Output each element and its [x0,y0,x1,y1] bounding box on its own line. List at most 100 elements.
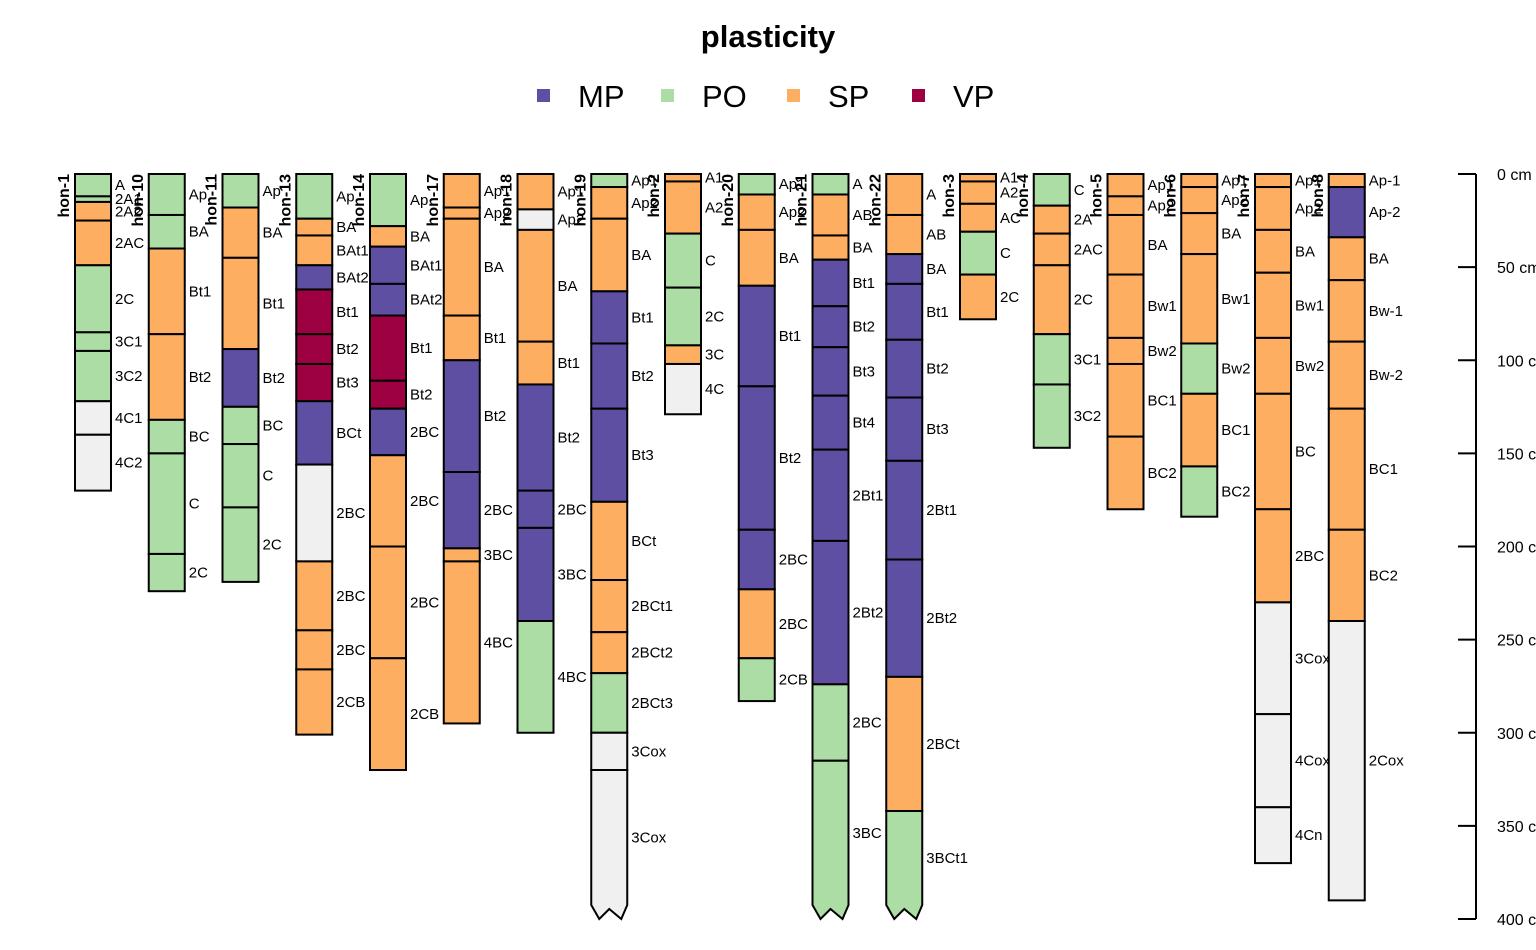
horizon-hon-19-Ap2 [590,186,629,220]
horizon-label: Ap-2 [1369,204,1401,221]
horizon-hon-13-Bt3 [295,362,334,403]
horizon-label: BA [926,261,946,278]
horizon-label: Bw-2 [1369,367,1403,384]
profile-label: hon-1 [56,174,73,218]
horizon-label: 4C1 [115,410,143,427]
horizon-hon-4-2A [1032,204,1071,235]
horizon-hon-17-Bt2 [442,359,481,473]
horizon-hon-18-Bt1 [516,340,555,386]
horizon-hon-10-2C [147,552,186,593]
horizon-hon-8-2Cox [1327,620,1366,902]
horizon-hon-5-BC1 [1106,362,1145,438]
horizon-label: 2AC [115,235,144,252]
horizon-hon-5-Ap1 [1106,173,1145,198]
horizon-hon-10-Ap [147,173,186,216]
horizon-label: Bt3 [853,363,876,380]
horizon-label: 4BC [484,634,513,651]
horizon-label: 3BC [484,547,513,564]
horizon-label: BAt1 [410,257,443,274]
horizon-label: Bt2 [926,361,949,378]
horizon-hon-20-BA [737,228,776,287]
horizon-hon-13-Bt2 [295,333,334,365]
horizon-label: Ap2 [631,195,658,212]
horizon-hon-8-Bw-2 [1327,340,1366,410]
profile-label: hon-19 [572,174,589,227]
horizon-hon-8-Ap-2 [1327,186,1366,239]
horizon-hon-7-4Cox [1254,713,1292,809]
legend: MP PO SP VP [537,79,994,114]
horizon-hon-7-3Cox [1254,601,1292,716]
horizon-hon-14-2BC [369,545,407,660]
horizon-hon-19-2BCt3 [590,672,629,734]
horizon-label: 3C1 [1074,351,1102,368]
horizon-label: 2Cox [1369,753,1405,770]
horizon-label: C [705,253,716,270]
horizon-hon-7-Ap1 [1254,173,1292,189]
horizon-label: 2Bt2 [926,610,957,627]
horizon-hon-7-Ap2 [1254,186,1292,231]
profile-hon-10: Ap BA Bt1 Bt2 BC C 2C hon-10 [130,173,211,593]
profile-label: hon-11 [204,174,221,226]
profile-hon-20: Ap1 Ap2 BA Bt1 Bt2 2BC 2BC 2CB hon-20 [720,173,808,703]
horizon-hon-6-BA [1180,212,1219,256]
horizon-label: BAt1 [336,242,369,259]
horizon-label: Ap2 [779,204,806,221]
profile-hon-2: A1 A2 C 2C 3C 4C hon-2 [646,170,724,416]
horizon-label: BC [1295,444,1316,461]
horizon-label: 3C1 [115,334,143,351]
horizon-label: 2Bt1 [853,487,884,504]
legend-label-po: PO [702,79,747,114]
horizon-label: BA [1221,226,1241,243]
profile-label: hon-14 [351,174,368,227]
horizon-hon-3-A1 [959,173,997,183]
horizon-label: 4Cn [1295,827,1323,844]
horizon-label: BCt [336,425,362,442]
profile-hon-22: A AB BA Bt1 Bt2 Bt3 2Bt1 2Bt2 2BCt 3BCt1 hon-22 [867,173,968,921]
horizon-hon-1-4C1 [74,400,112,436]
horizon-hon-13-2CB [295,668,334,736]
horizon-hon-20-Ap1 [737,173,776,196]
horizon-label: Ap [263,183,281,200]
horizon-label: Ap [410,192,428,209]
horizon-label: 2C [189,565,208,582]
horizon-hon-19-BA [590,217,629,293]
horizon-label: BC1 [1148,392,1177,409]
horizon-hon-21-Bt1 [811,258,850,308]
axis-tick-label: 150 cm [1497,446,1536,463]
horizon-hon-18-4BC [516,620,555,734]
horizon-hon-22-2Bt2 [885,558,924,678]
horizon-hon-1-3C1 [74,331,112,352]
horizon-label: 2A1 [115,191,142,208]
horizon-label: 2Bt1 [926,502,957,519]
horizon-hon-11-Ap [221,173,260,209]
horizon-hon-17-Bt1 [442,314,481,362]
horizon-hon-21-A [811,173,850,196]
horizon-label: A [853,176,863,193]
horizon-hon-10-C [147,452,186,555]
horizon-label: Bt2 [779,450,802,467]
horizon-label: BC2 [1369,567,1398,584]
horizon-label: 2BC [336,505,365,522]
horizon-label: BA [1369,251,1389,268]
horizon-label: C [263,468,274,485]
horizon-hon-2-A2 [664,180,702,235]
horizon-hon-4-2C [1032,264,1071,336]
horizon-hon-2-3C [664,344,702,365]
horizon-label: 2A [1074,212,1092,229]
horizon-label: Bt3 [336,375,359,392]
horizon-hon-13-BAt1 [295,234,334,267]
horizon-label: Bt2 [631,368,654,385]
horizon-hon-14-Bt2 [369,379,407,410]
horizon-hon-14-Bt1 [369,314,407,382]
legend-swatch-sp [787,89,800,102]
horizon-label: A1 [705,170,723,187]
horizon-hon-10-Bt1 [147,247,186,336]
profile-hon-18: Ap1 Ap2 BA Bt1 Bt2 2BC 3BC 4BC hon-18 [499,173,587,734]
horizon-hon-3-2C [959,273,997,321]
horizon-hon-10-Bt2 [147,333,186,421]
horizon-hon-7-BA [1254,228,1292,274]
horizon-hon-1-3C2 [74,349,112,403]
horizon-label: 2BC [336,588,365,605]
horizon-label: Bw2 [1221,361,1250,378]
horizon-hon-13-BAt2 [295,264,334,291]
